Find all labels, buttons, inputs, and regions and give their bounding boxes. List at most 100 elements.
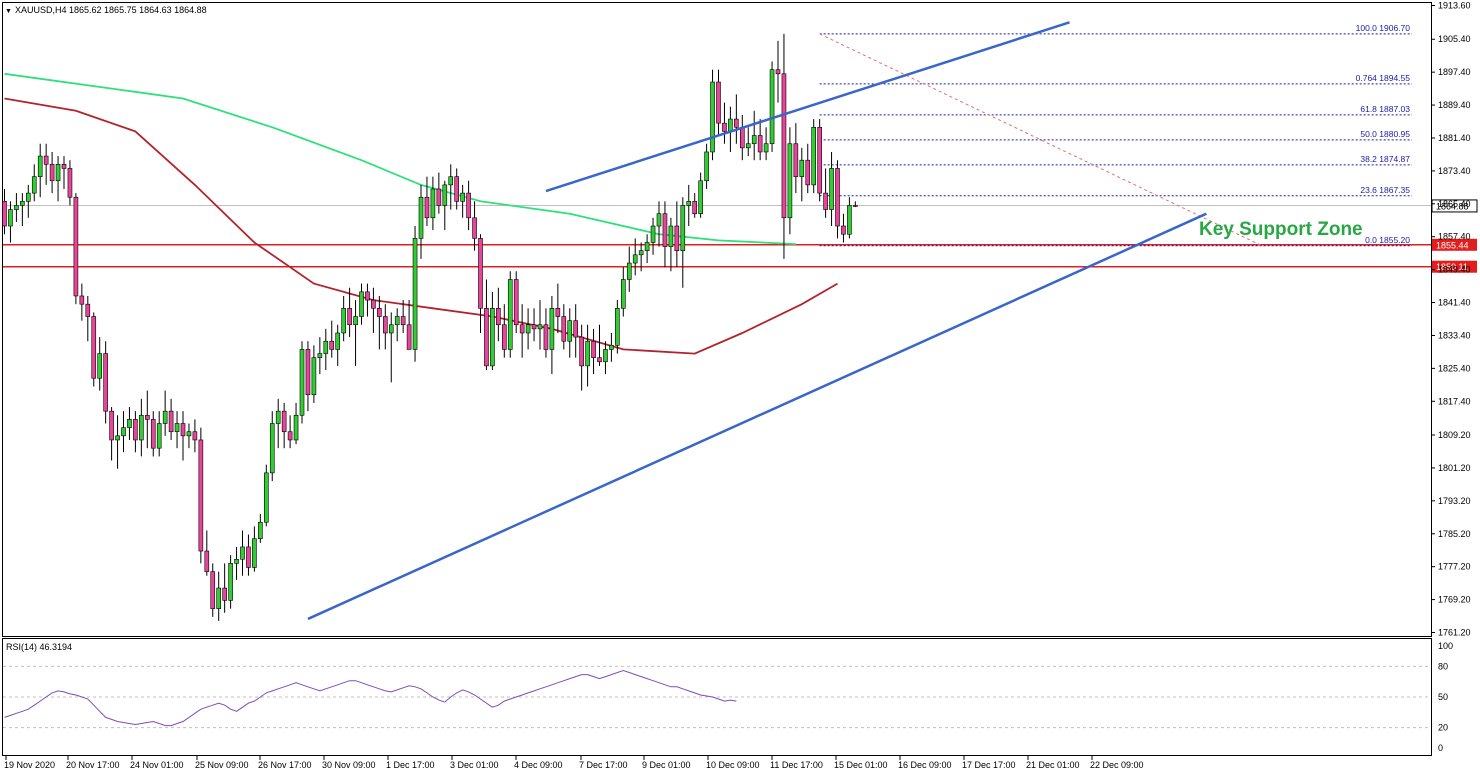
bullish-candle-body — [620, 279, 626, 309]
candle — [299, 341, 305, 424]
bearish-candle-body — [662, 213, 668, 247]
x-tick-label: 25 Nov 09:00 — [195, 760, 249, 770]
bullish-candle-body — [162, 410, 168, 424]
bearish-candle-body — [561, 316, 567, 342]
bullish-candle-body — [139, 414, 144, 441]
y-tick-label: 1801.20 — [1438, 463, 1471, 473]
bullish-candle-body — [632, 254, 638, 264]
bullish-candle-body — [525, 324, 531, 334]
x-tick-label: 22 Dec 09:00 — [1090, 760, 1144, 770]
bearish-candle-body — [841, 225, 846, 235]
symbol-header: XAUUSD,H4 1865.62 1865.75 1864.63 1864.8… — [15, 5, 207, 15]
candle — [240, 530, 245, 576]
bullish-candle-body — [609, 345, 614, 350]
bullish-candle-body — [394, 316, 400, 326]
key-support-zone-annotation: Key Support Zone — [1199, 219, 1363, 240]
candle — [359, 283, 364, 325]
candle — [817, 119, 822, 202]
bullish-candle-body — [603, 349, 608, 363]
bearish-candle-body — [543, 324, 549, 350]
candle — [127, 407, 132, 440]
y-tick-label: 1785.20 — [1438, 529, 1471, 539]
fib-level-label: 0.0 1855.20 — [1365, 235, 1410, 245]
candle — [745, 127, 751, 157]
bearish-candle-body — [692, 201, 698, 214]
candle — [317, 337, 323, 375]
candle — [615, 300, 620, 354]
bullish-candle-body — [686, 201, 692, 206]
bullish-candle-body — [799, 159, 805, 177]
candle — [67, 160, 73, 206]
bearish-candle-body — [466, 192, 471, 219]
y-tick-label: 1769.20 — [1438, 595, 1471, 605]
bullish-candle-body — [490, 308, 495, 367]
candle — [472, 201, 477, 251]
bullish-candle-body — [14, 205, 19, 210]
bearish-candle-body — [496, 308, 501, 326]
y-tick-label: 1817.40 — [1438, 396, 1471, 406]
bullish-candle-body — [442, 184, 448, 206]
bullish-candle-body — [263, 472, 269, 523]
candle — [55, 156, 61, 202]
candle — [573, 304, 579, 358]
bearish-candle-body — [67, 168, 73, 198]
candle — [133, 411, 138, 453]
rsi-level-label: 20 — [1438, 723, 1448, 733]
bearish-candle-body — [484, 308, 489, 367]
bearish-candle-body — [734, 118, 739, 128]
bearish-candle-body — [180, 423, 186, 437]
bullish-candle-body — [710, 81, 715, 153]
bullish-candle-body — [335, 332, 341, 350]
candle — [305, 341, 311, 412]
bullish-candle-body — [751, 135, 757, 145]
candle — [567, 308, 573, 358]
bullish-candle-body — [698, 180, 703, 214]
candlesticks — [2, 33, 858, 621]
y-tick-label: 1865.40 — [1438, 199, 1471, 209]
candle — [525, 308, 531, 350]
candle — [8, 201, 13, 243]
bullish-candle-body — [121, 427, 126, 437]
candle — [97, 337, 102, 391]
candle — [210, 563, 216, 617]
candle — [543, 308, 549, 358]
support-price-label: 1855.44 — [1436, 240, 1469, 250]
candle — [31, 164, 37, 202]
bearish-candle-body — [204, 550, 210, 572]
candle — [382, 304, 388, 350]
bearish-candle-body — [103, 353, 108, 412]
y-tick-label: 1857.40 — [1438, 232, 1471, 242]
y-tick-label: 1889.40 — [1438, 100, 1471, 110]
bullish-candle-body — [615, 308, 620, 346]
candle — [25, 184, 31, 218]
bearish-candle-body — [454, 176, 460, 202]
y-tick-label: 1849.40 — [1438, 265, 1471, 275]
current-price-box — [1431, 199, 1478, 213]
bullish-candle-body — [353, 316, 358, 326]
candle — [763, 127, 769, 161]
candle — [561, 304, 567, 350]
bearish-candle-body — [823, 192, 828, 210]
candle — [341, 295, 346, 342]
bearish-candle-body — [210, 571, 216, 609]
x-tick-label: 17 Dec 17:00 — [962, 760, 1016, 770]
candle — [626, 246, 632, 292]
bearish-candle-body — [43, 155, 49, 165]
candle — [847, 197, 852, 239]
fib-level-label: 100.0 1906.70 — [1356, 23, 1411, 33]
bullish-candle-body — [20, 201, 25, 206]
support-price-box — [1432, 238, 1477, 251]
support-lines: 1855.44 1850.11 1864.88 — [3, 199, 1478, 273]
x-tick-label: 11 Dec 17:00 — [770, 760, 823, 770]
candle — [192, 419, 198, 453]
candle — [371, 287, 376, 333]
candle — [841, 213, 846, 243]
candle — [2, 188, 7, 235]
y-tick-label: 1761.20 — [1438, 628, 1471, 638]
bullish-candle-body — [680, 205, 686, 252]
candle — [454, 168, 460, 210]
candle — [204, 530, 210, 576]
bullish-candle-body — [585, 340, 590, 367]
fib-level-label: 23.6 1867.35 — [1360, 185, 1410, 195]
candle — [275, 398, 281, 449]
